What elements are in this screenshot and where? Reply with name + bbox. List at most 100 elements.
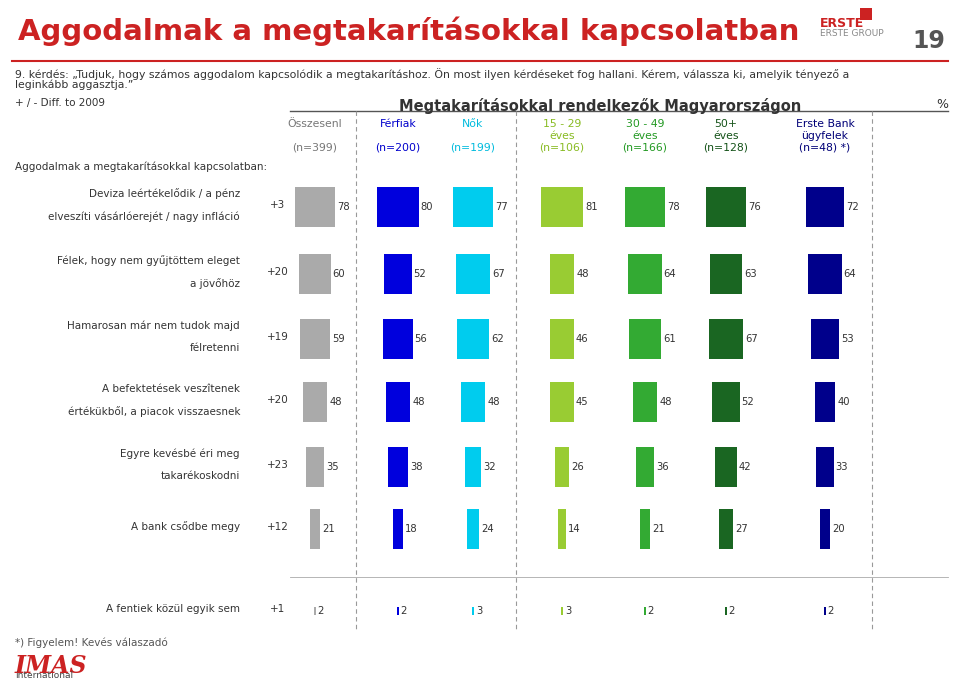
Text: (n=106): (n=106) (540, 143, 585, 153)
Text: + / - Diff. to 2009: + / - Diff. to 2009 (15, 98, 105, 108)
Text: 19: 19 (912, 29, 945, 53)
Bar (388, 447, 408, 487)
Bar (465, 447, 481, 487)
Text: 20: 20 (832, 524, 845, 534)
Text: 67: 67 (745, 334, 758, 344)
Bar (644, 607, 645, 615)
Text: 45: 45 (576, 397, 588, 407)
Text: IMAS: IMAS (15, 654, 87, 678)
Bar (384, 254, 412, 294)
Text: 38: 38 (410, 462, 422, 472)
Text: 63: 63 (744, 269, 757, 279)
Text: (n=166): (n=166) (622, 143, 667, 153)
Text: 26: 26 (571, 462, 584, 472)
Text: 81: 81 (585, 202, 598, 212)
Bar (461, 382, 486, 422)
Bar (726, 607, 727, 615)
Text: 36: 36 (657, 462, 669, 472)
Bar (309, 509, 321, 549)
Bar (386, 382, 411, 422)
Bar (860, 8, 872, 20)
Text: 52: 52 (741, 397, 755, 407)
Text: 78: 78 (667, 202, 680, 212)
Text: +20: +20 (267, 395, 289, 405)
Bar (550, 319, 574, 359)
Text: 2: 2 (400, 606, 407, 616)
Text: 3: 3 (564, 606, 571, 616)
Text: takarékoskodni: takarékoskodni (160, 471, 240, 481)
Text: Férfiak: Férfiak (379, 119, 417, 129)
Text: 21: 21 (653, 524, 665, 534)
Text: 59: 59 (332, 334, 345, 344)
Text: Deviza leértékelődik / a pénz: Deviza leértékelődik / a pénz (88, 188, 240, 199)
Text: 42: 42 (739, 462, 752, 472)
Text: 60: 60 (332, 269, 346, 279)
Text: Erste Bank: Erste Bank (796, 119, 854, 129)
Bar (719, 509, 733, 549)
Text: Összesenl: Összesenl (288, 119, 343, 129)
Text: 2: 2 (729, 606, 735, 616)
Text: international: international (15, 671, 73, 680)
Text: 18: 18 (405, 524, 418, 534)
Bar (300, 319, 330, 359)
Text: Félek, hogy nem gyűjtöttem eleget: Félek, hogy nem gyűjtöttem eleget (58, 255, 240, 266)
Text: 52: 52 (414, 269, 426, 279)
Bar (708, 319, 743, 359)
Bar (636, 447, 655, 487)
Text: 35: 35 (326, 462, 339, 472)
Bar (377, 187, 419, 227)
Bar (550, 382, 574, 422)
Text: 3: 3 (476, 606, 482, 616)
Text: 62: 62 (492, 334, 504, 344)
Text: Megtakarításokkal rendelkezők Magyarországon: Megtakarításokkal rendelkezők Magyarorsz… (398, 98, 802, 114)
Text: 30 - 49: 30 - 49 (626, 119, 664, 129)
Bar (625, 187, 665, 227)
Text: 77: 77 (495, 202, 508, 212)
Bar (383, 319, 413, 359)
Text: 64: 64 (663, 269, 676, 279)
Bar (302, 382, 327, 422)
Text: éves: éves (713, 131, 739, 141)
Text: Aggodalmak a megtakarításokkal kapcsolatban:: Aggodalmak a megtakarításokkal kapcsolat… (15, 161, 267, 172)
Text: 48: 48 (413, 397, 425, 407)
Text: 9. kérdés: „Tudjuk, hogy számos aggodalom kapcsolódik a megtakarításhoz. Ön most: 9. kérdés: „Tudjuk, hogy számos aggodalo… (15, 68, 850, 80)
Bar (811, 319, 839, 359)
Bar (549, 254, 574, 294)
Text: 48: 48 (329, 397, 342, 407)
Text: 2: 2 (647, 606, 654, 616)
Bar (709, 254, 742, 294)
Text: A fentiek közül egyik sem: A fentiek közül egyik sem (106, 604, 240, 614)
Text: 14: 14 (567, 524, 580, 534)
Text: 32: 32 (483, 462, 496, 472)
Text: 53: 53 (841, 334, 853, 344)
Bar (707, 187, 746, 227)
Text: 15 - 29: 15 - 29 (542, 119, 581, 129)
Bar (808, 254, 842, 294)
Bar (820, 509, 830, 549)
Bar (629, 254, 661, 294)
Text: félretenni: félretenni (190, 343, 240, 353)
Text: 40: 40 (837, 397, 850, 407)
Text: A bank csődbe megy: A bank csődbe megy (131, 522, 240, 533)
Text: éves: éves (549, 131, 575, 141)
Bar (633, 382, 658, 422)
Text: (n=128): (n=128) (704, 143, 749, 153)
Bar (315, 607, 316, 615)
Text: Aggodalmak a megtakarításokkal kapcsolatban: Aggodalmak a megtakarításokkal kapcsolat… (18, 17, 800, 46)
Text: 46: 46 (576, 334, 588, 344)
Text: 76: 76 (748, 202, 760, 212)
Bar (295, 187, 335, 227)
Text: 64: 64 (844, 269, 856, 279)
Bar (806, 187, 844, 227)
Text: 21: 21 (323, 524, 335, 534)
Text: 50+: 50+ (714, 119, 737, 129)
Bar (629, 319, 660, 359)
Text: 56: 56 (415, 334, 427, 344)
Text: 80: 80 (420, 202, 433, 212)
Bar (457, 319, 489, 359)
Text: 48: 48 (576, 269, 589, 279)
Bar (453, 187, 493, 227)
Text: 2: 2 (318, 606, 324, 616)
Text: a jövőhöz: a jövőhöz (190, 278, 240, 289)
Bar (562, 607, 563, 615)
